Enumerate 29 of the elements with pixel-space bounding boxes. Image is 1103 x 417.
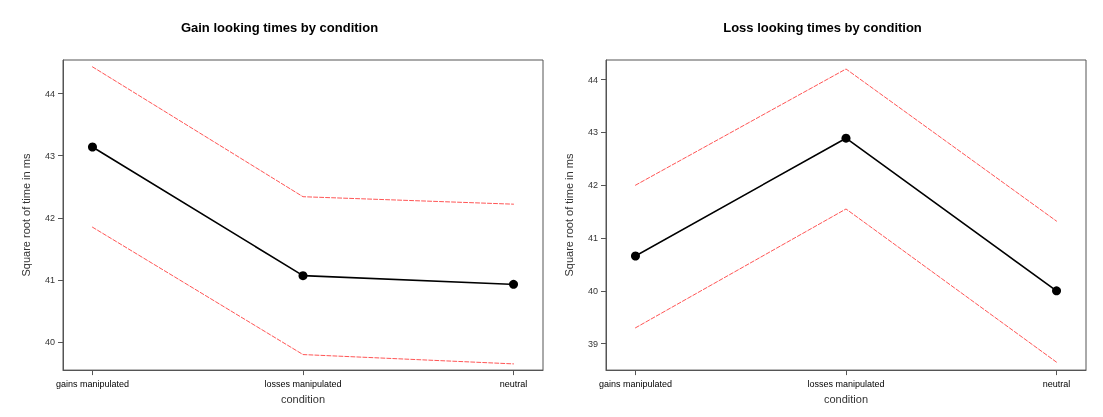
y-axis-title: Square root of time in ms xyxy=(19,153,32,277)
point xyxy=(1052,286,1062,296)
x-tick-label: gains manipulated xyxy=(55,378,129,389)
y-tick-label: 42 xyxy=(44,212,55,223)
x-tick-label: neutral xyxy=(499,378,528,389)
y-tick-label: 40 xyxy=(587,285,598,296)
y-tick-label: 39 xyxy=(587,338,598,349)
chart-title: Gain looking times by condition xyxy=(180,20,379,35)
x-tick-label: losses manipulated xyxy=(264,378,342,389)
point xyxy=(630,251,640,261)
y-tick-label: 41 xyxy=(587,233,598,244)
x-tick-label: losses manipulated xyxy=(807,378,885,389)
x-axis-title: condition xyxy=(823,392,869,405)
y-tick-label: 42 xyxy=(587,180,598,191)
point xyxy=(298,271,308,281)
x-tick-label: neutral xyxy=(1042,378,1071,389)
x-axis-title: condition xyxy=(280,392,326,405)
y-tick-label: 43 xyxy=(587,127,598,138)
y-axis-title: Square root of time in ms xyxy=(562,153,575,277)
point xyxy=(509,279,519,289)
point xyxy=(841,133,851,143)
y-tick-label: 40 xyxy=(44,337,55,348)
y-tick-label: 43 xyxy=(44,150,55,161)
y-tick-label: 44 xyxy=(587,74,598,85)
point xyxy=(87,142,97,152)
chart-title: Loss looking times by condition xyxy=(723,20,922,35)
y-tick-label: 41 xyxy=(44,274,55,285)
x-tick-label: gains manipulated xyxy=(598,378,672,389)
y-tick-label: 44 xyxy=(44,88,55,99)
